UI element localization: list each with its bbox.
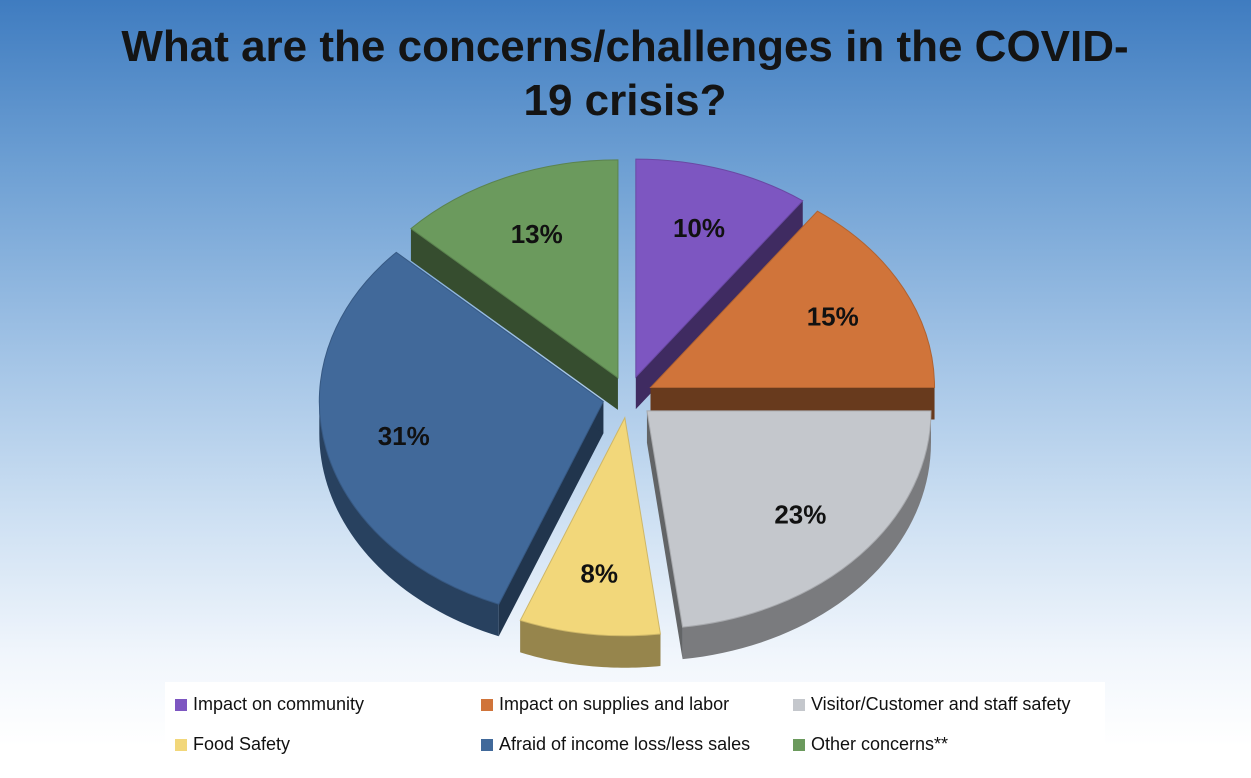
- pie-slice-wall: [410, 228, 618, 410]
- pie-labels: 10% 15% 23% 8% 31% 13%: [378, 213, 859, 589]
- pie-slice-side: [319, 401, 499, 637]
- legend: Impact on community Impact on supplies an…: [165, 682, 1105, 766]
- pie-slice-side: [682, 410, 931, 660]
- pie-slice-wall: [646, 410, 683, 660]
- legend-swatch: [793, 698, 805, 711]
- pie-slice-afraid-of-income-loss-less-sales: [318, 251, 604, 605]
- pie-slice-side: [520, 620, 661, 668]
- legend-item: Impact on supplies and labor: [481, 694, 729, 715]
- pie-data-label: 13%: [511, 219, 563, 249]
- legend-swatch: [481, 738, 493, 751]
- pie-chart: 10% 15% 23% 8% 31% 13%: [318, 158, 936, 668]
- pie-slice-impact-on-supplies-and-labor: [649, 210, 936, 389]
- pie-slice-other-concerns: [410, 159, 619, 379]
- chart-area: What are the concerns/challenges in the …: [0, 0, 1251, 746]
- legend-label: Other concerns**: [811, 734, 949, 754]
- pie-slice-wall: [635, 200, 803, 410]
- pie-data-label: 15%: [807, 301, 859, 331]
- chart-title: What are the concerns/challenges in the …: [121, 22, 1129, 125]
- legend-item: Food Safety: [175, 734, 290, 755]
- legend-label: Food Safety: [193, 734, 291, 754]
- legend-label: Impact on community: [193, 694, 365, 714]
- pie-data-label: 10%: [673, 213, 725, 243]
- legend-item: Afraid of income loss/less sales: [481, 734, 750, 755]
- pie-slice-food-safety: [519, 416, 662, 637]
- legend-swatch: [793, 738, 805, 751]
- legend-label: Impact on supplies and labor: [499, 694, 730, 714]
- legend-item: Visitor/Customer and staff safety: [793, 694, 1070, 715]
- legend-item: Other concerns**: [793, 734, 948, 755]
- pie-slice-impact-on-community: [635, 158, 804, 379]
- pie-slice-visitor-customer-and-staff-safety: [646, 410, 932, 628]
- pie-slice-wall: [498, 401, 604, 637]
- pie-data-label: 31%: [378, 421, 430, 451]
- pie-data-label: 23%: [774, 500, 826, 530]
- legend-swatch: [481, 698, 493, 711]
- legend-label: Afraid of income loss/less sales: [499, 734, 751, 754]
- pie-data-label: 8%: [580, 558, 618, 588]
- pie-tops: [318, 158, 936, 637]
- legend-item: Impact on community: [175, 694, 364, 715]
- legend-swatch: [175, 698, 187, 711]
- legend-swatch: [175, 738, 187, 751]
- legend-label: Visitor/Customer and staff safety: [811, 694, 1071, 714]
